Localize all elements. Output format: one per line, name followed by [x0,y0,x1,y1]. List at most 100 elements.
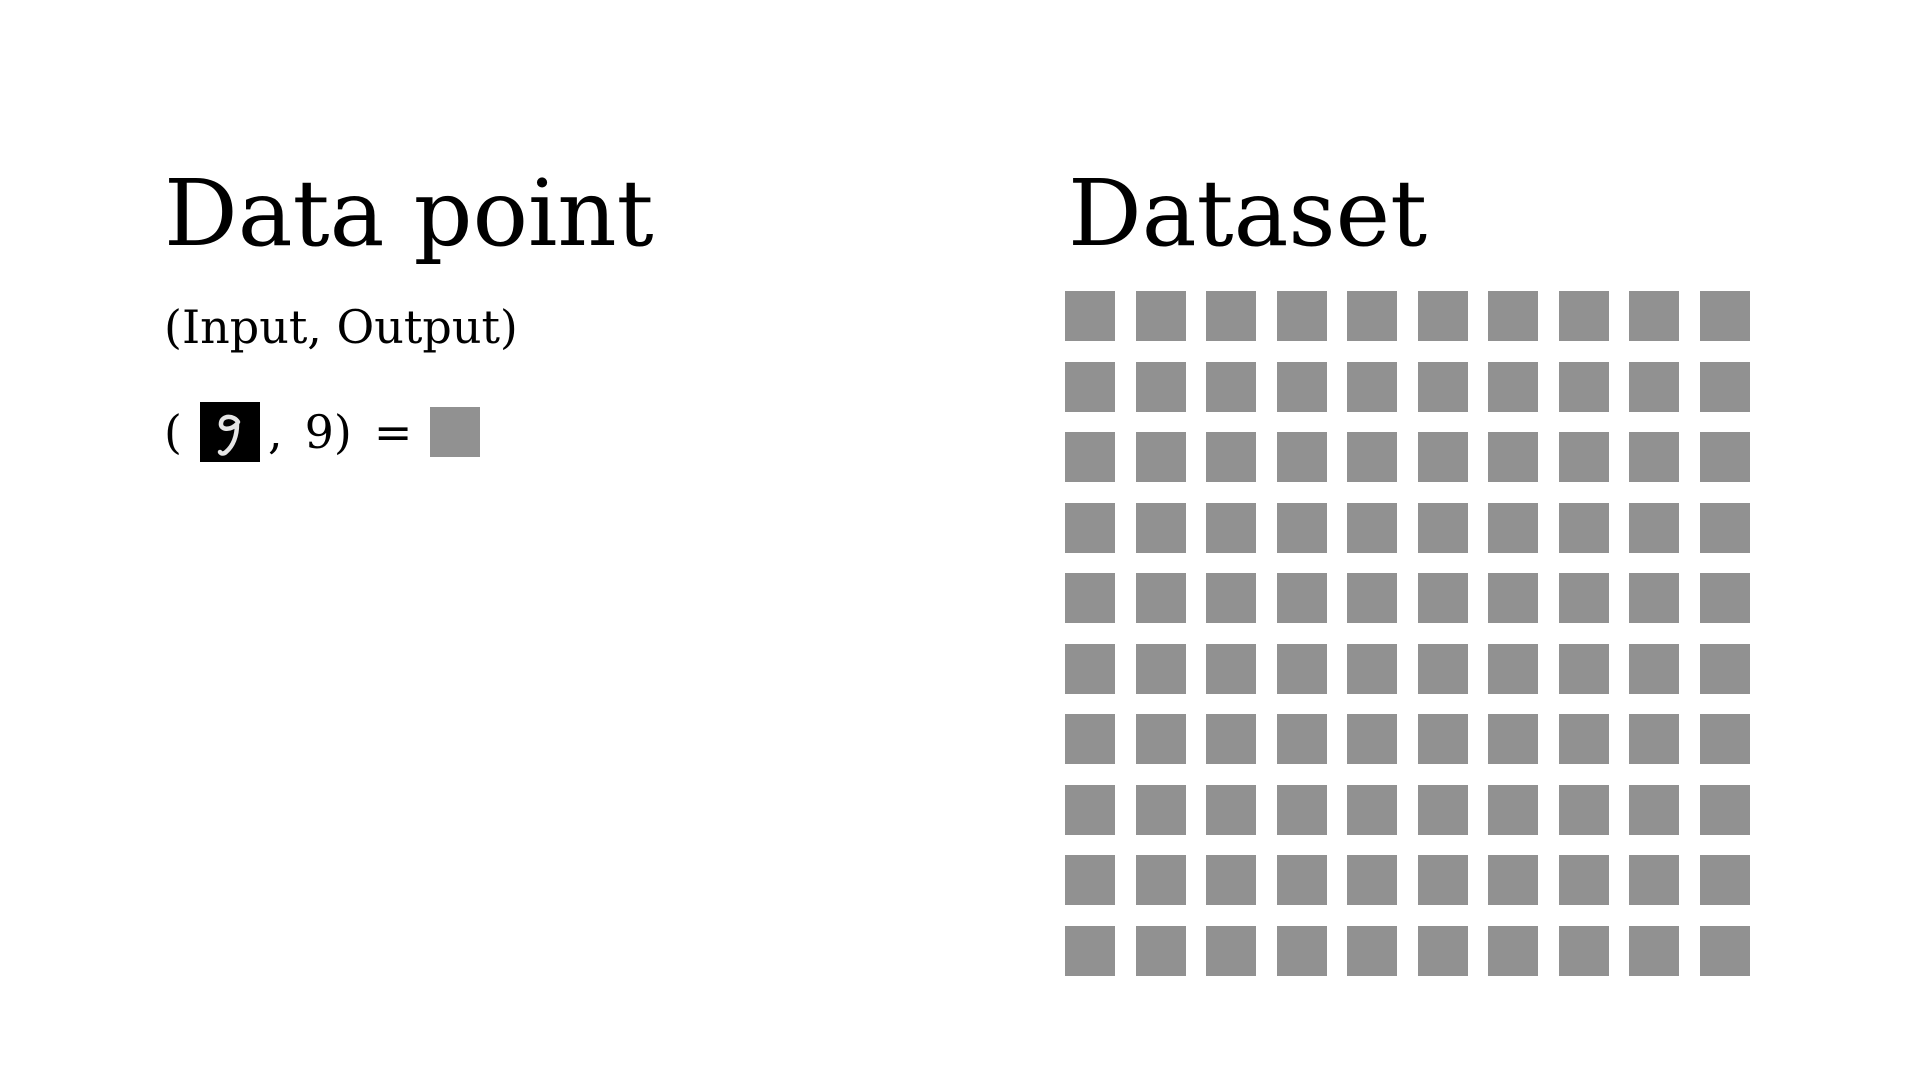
dataset-block [1559,714,1609,764]
data-point-equation: ( , 9 ) = [164,402,481,462]
dataset-block [1700,362,1750,412]
dataset-block [1700,432,1750,482]
dataset-title: Dataset [1068,160,1428,267]
dataset-block [1559,644,1609,694]
open-paren: ( [164,405,182,459]
dataset-block [1347,432,1397,482]
dataset-block [1559,291,1609,341]
dataset-block [1488,855,1538,905]
data-point-block [430,407,481,457]
dataset-block [1488,926,1538,976]
dataset-block [1488,432,1538,482]
close-paren: ) [333,405,352,459]
dataset-block [1488,785,1538,835]
dataset-block [1206,785,1256,835]
dataset-block [1488,573,1538,623]
dataset-block [1488,714,1538,764]
dataset-block [1065,855,1115,905]
dataset-block [1136,362,1186,412]
dataset-block [1206,362,1256,412]
dataset-block [1418,926,1468,976]
dataset-block [1629,362,1679,412]
dataset-block [1206,714,1256,764]
dataset-block [1065,503,1115,553]
dataset-block [1418,855,1468,905]
dataset-block [1629,291,1679,341]
dataset-block [1065,432,1115,482]
dataset-block [1418,785,1468,835]
input-output-caption: (Input, Output) [164,300,518,354]
dataset-block [1065,362,1115,412]
dataset-block [1347,362,1397,412]
dataset-block [1418,503,1468,553]
dataset-block [1559,362,1609,412]
handwritten-digit-nine-icon [199,402,260,462]
dataset-block [1418,714,1468,764]
dataset-block [1418,573,1468,623]
dataset-block [1065,291,1115,341]
dataset-block [1277,926,1327,976]
dataset-block [1277,644,1327,694]
dataset-block [1629,644,1679,694]
dataset-block [1700,644,1750,694]
label-value: 9 [304,405,334,459]
dataset-block [1488,644,1538,694]
dataset-block [1206,432,1256,482]
dataset-block [1136,855,1186,905]
dataset-block [1559,926,1609,976]
dataset-block [1347,573,1397,623]
dataset-block [1418,432,1468,482]
dataset-block [1559,503,1609,553]
dataset-block [1347,503,1397,553]
dataset-block [1206,644,1256,694]
dataset-block [1277,432,1327,482]
dataset-block [1700,573,1750,623]
dataset-block [1277,503,1327,553]
dataset-block [1277,855,1327,905]
dataset-block [1629,503,1679,553]
dataset-block [1347,714,1397,764]
dataset-grid [1065,291,1751,977]
dataset-block [1136,644,1186,694]
dataset-block [1277,291,1327,341]
dataset-block [1277,785,1327,835]
dataset-block [1559,432,1609,482]
dataset-block [1347,926,1397,976]
dataset-block [1347,855,1397,905]
dataset-block [1347,644,1397,694]
dataset-block [1347,785,1397,835]
dataset-block [1700,503,1750,553]
dataset-block [1418,362,1468,412]
dataset-block [1136,291,1186,341]
dataset-block [1277,362,1327,412]
dataset-block [1136,714,1186,764]
dataset-block [1347,291,1397,341]
dataset-block [1629,573,1679,623]
dataset-block [1700,714,1750,764]
dataset-block [1418,644,1468,694]
dataset-block [1700,291,1750,341]
dataset-block [1277,714,1327,764]
dataset-block [1136,926,1186,976]
dataset-block [1206,573,1256,623]
dataset-block [1136,432,1186,482]
dataset-block [1559,785,1609,835]
data-point-title: Data point [164,160,654,267]
dataset-block [1559,573,1609,623]
dataset-block [1559,855,1609,905]
dataset-block [1065,714,1115,764]
dataset-block [1206,855,1256,905]
dataset-block [1629,714,1679,764]
comma: , [267,405,283,459]
dataset-block [1206,291,1256,341]
dataset-block [1206,926,1256,976]
dataset-block [1700,785,1750,835]
dataset-block [1277,573,1327,623]
dataset-block [1700,855,1750,905]
dataset-block [1488,291,1538,341]
dataset-block [1136,573,1186,623]
dataset-block [1065,785,1115,835]
dataset-block [1418,291,1468,341]
dataset-block [1629,785,1679,835]
dataset-block [1700,926,1750,976]
